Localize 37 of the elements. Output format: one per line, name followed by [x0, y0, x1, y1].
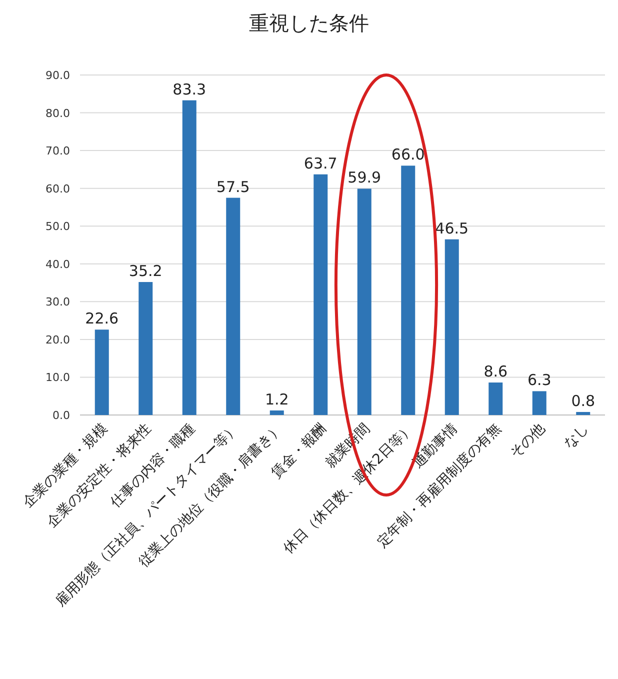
data-label: 35.2	[128, 262, 162, 280]
x-tick-label: なし	[560, 420, 592, 452]
y-tick-label: 70.0	[46, 144, 70, 158]
y-tick-label: 90.0	[46, 69, 70, 82]
data-label: 46.5	[435, 219, 469, 238]
y-tick-label: 80.0	[46, 106, 70, 120]
data-label: 6.3	[527, 371, 552, 390]
bar	[444, 239, 459, 415]
bar	[576, 412, 590, 415]
y-tick-label: 0.0	[52, 409, 70, 422]
y-tick-label: 20.0	[46, 333, 70, 346]
y-tick-label: 50.0	[46, 220, 70, 234]
data-label: 0.8	[571, 392, 596, 410]
data-label: 8.6	[484, 362, 508, 381]
data-label: 63.7	[304, 154, 338, 172]
bar	[226, 198, 240, 415]
bar	[532, 391, 546, 415]
data-label: 57.5	[216, 178, 250, 196]
chart-title: 重視した条件	[249, 11, 369, 35]
bar	[94, 330, 109, 415]
bar	[401, 166, 416, 415]
bar	[270, 410, 284, 415]
bar	[182, 100, 196, 415]
y-tick-label: 10.0	[46, 371, 70, 384]
y-tick-label: 60.0	[46, 182, 70, 196]
data-label: 66.0	[391, 146, 425, 164]
data-label: 1.2	[264, 390, 289, 408]
y-tick-label: 40.0	[46, 258, 70, 271]
y-tick-label: 30.0	[46, 296, 70, 309]
data-label: 83.3	[172, 80, 206, 98]
x-tick-label: その他	[507, 420, 548, 462]
bar	[138, 282, 153, 415]
bar	[488, 382, 503, 415]
bar	[314, 174, 328, 415]
data-label: 22.6	[85, 310, 119, 328]
data-label: 59.9	[348, 168, 382, 187]
bar	[357, 188, 372, 415]
